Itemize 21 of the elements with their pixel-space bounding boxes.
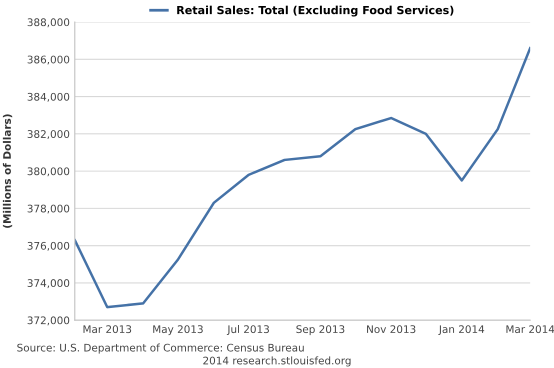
x-tick-label: Sep 2013 xyxy=(296,325,344,336)
x-tick-label: Jul 2013 xyxy=(226,325,269,336)
x-tick-label: Nov 2013 xyxy=(367,325,416,334)
x-tick-label: Mar 2013 xyxy=(84,325,132,334)
y-axis-title: (Millions of Dollars) xyxy=(2,114,12,228)
y-tick-label: 384,000 xyxy=(28,92,70,102)
x-tick-label: Jan 2014 xyxy=(438,325,484,336)
y-tick-label: 380,000 xyxy=(28,167,70,176)
y-tick-label: 374,000 xyxy=(28,279,70,288)
y-tick-label: 382,000 xyxy=(28,130,70,140)
y-tick-label: 376,000 xyxy=(28,242,70,251)
y-tick-label: 378,000 xyxy=(28,204,70,214)
y-tick-label: 386,000 xyxy=(28,56,70,65)
text: 2014 research.stlouisfed.org xyxy=(203,356,351,366)
x-tick-label: Mar 2014 xyxy=(506,325,554,334)
x-tick-label: May 2013 xyxy=(153,325,203,336)
y-tick-label: 388,000 xyxy=(28,18,70,28)
line-series xyxy=(74,46,530,308)
y-tick-label: 372,000 xyxy=(28,316,70,326)
legend-label: Retail Sales: Total (Excluding Food Services) xyxy=(177,6,454,17)
source-note: Source: U.S. Department of Commerce: Census Bureau xyxy=(17,344,304,354)
